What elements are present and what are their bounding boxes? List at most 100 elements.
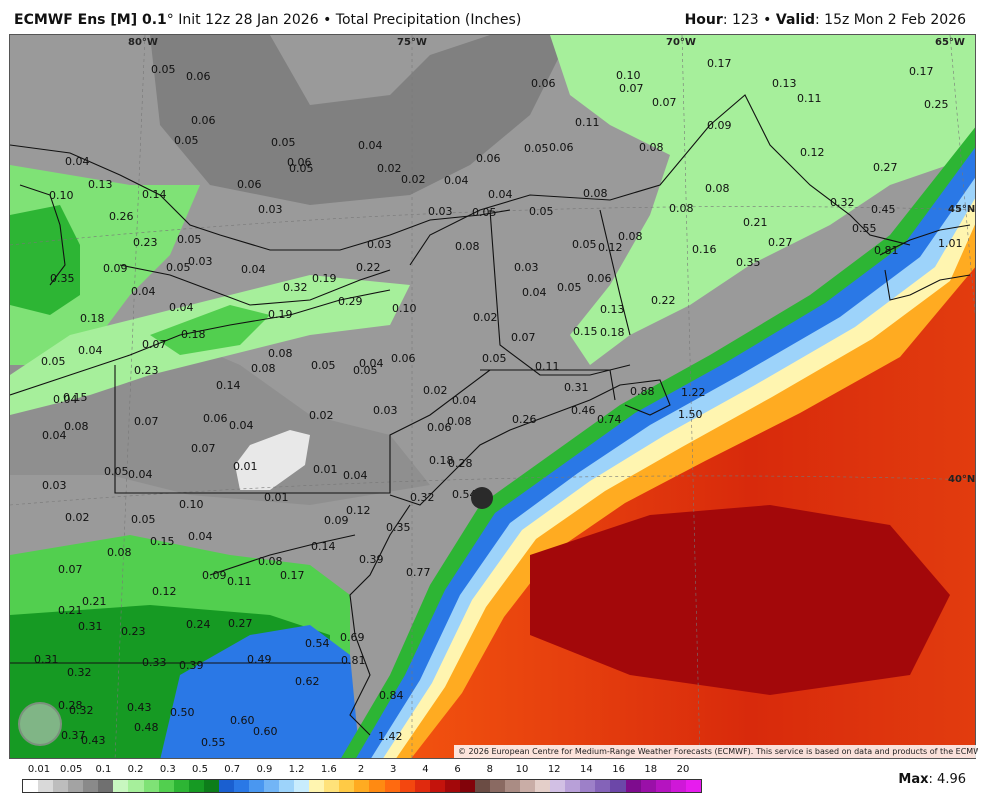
legend-color-swatch — [640, 780, 656, 792]
precip-value-label: 0.10 — [49, 189, 74, 202]
precip-value-label: 0.27 — [873, 161, 898, 174]
legend-color-swatch — [399, 780, 415, 792]
legend-tick-label: 1.2 — [288, 764, 305, 775]
precip-value-label: 0.04 — [343, 469, 368, 482]
precip-value-label: 0.84 — [379, 689, 404, 702]
lat-40n-label: 40°N — [948, 474, 975, 485]
legend-color-swatch — [384, 780, 400, 792]
precip-value-label: 0.32 — [830, 196, 855, 209]
legend-color-swatch — [264, 780, 280, 792]
precip-value-label: 0.43 — [81, 734, 106, 747]
precip-value-label: 0.46 — [571, 404, 596, 417]
precip-value-label: 0.05 — [166, 261, 191, 274]
precip-value-label: 0.14 — [142, 188, 167, 201]
coastlines-and-borders — [10, 94, 971, 736]
precip-value-label: 0.16 — [692, 243, 717, 256]
precip-value-label: 0.33 — [142, 656, 167, 669]
dot-marker-icon[interactable] — [471, 487, 493, 509]
precip-value-label: 0.35 — [736, 256, 761, 269]
header: ECMWF Ens [M] 0.1° Init 12z 28 Jan 2026 … — [0, 0, 984, 34]
precip-value-label: 0.12 — [800, 146, 825, 159]
precip-value-label: 0.21 — [743, 216, 768, 229]
precip-value-label: 0.43 — [127, 701, 152, 714]
precip-value-label: 0.09 — [202, 569, 227, 582]
legend-tick-label: 8 — [486, 764, 493, 775]
precip-value-label: 0.39 — [179, 659, 204, 672]
legend-color-swatch — [429, 780, 445, 792]
precip-value-label: 0.13 — [600, 303, 625, 316]
hour-label: Hour — [684, 12, 723, 28]
precip-value-label: 0.06 — [391, 352, 416, 365]
precip-value-label: 0.39 — [359, 553, 384, 566]
precip-value-label: 0.08 — [251, 362, 276, 375]
precip-value-label: 0.32 — [410, 491, 435, 504]
precip-value-label: 0.03 — [373, 404, 398, 417]
precip-value-label: 0.08 — [447, 415, 472, 428]
precip-value-label: 0.18 — [80, 312, 105, 325]
legend-tick-label: 4 — [422, 764, 429, 775]
precip-value-label: 0.81 — [341, 654, 366, 667]
precip-value-label: 0.01 — [313, 463, 338, 476]
precip-value-label: 0.11 — [575, 116, 600, 129]
legend-tick-label: 18 — [644, 764, 658, 775]
precip-value-label: 0.05 — [353, 364, 378, 377]
legend-color-swatch — [489, 780, 505, 792]
precip-value-label: 0.04 — [358, 139, 383, 152]
precip-value-label: 0.55 — [852, 222, 877, 235]
darker-gray-area — [150, 35, 570, 205]
precip-value-label: 0.05 — [524, 142, 549, 155]
precip-value-label: 0.31 — [34, 653, 59, 666]
valid-value: : 15z Mon 2 Feb 2026 — [815, 12, 966, 28]
legend-color-bar — [22, 779, 702, 793]
lon-80w-label: 80°W — [128, 37, 158, 48]
precip-value-label: 0.32 — [283, 281, 308, 294]
green-area-west-core — [10, 205, 80, 315]
precip-value-label: 0.18 — [181, 328, 206, 341]
precip-value-label: 0.03 — [428, 205, 453, 218]
legend-color-swatch — [535, 780, 551, 792]
precipitation-map[interactable]: 80°W 75°W 70°W 65°W 45°N 40°N 0.05 0.06 0.… — [9, 34, 976, 759]
legend-color-swatch — [670, 780, 686, 792]
legend-color-swatch — [218, 780, 234, 792]
precip-value-label: 0.32 — [67, 666, 92, 679]
title-bullet: • — [323, 12, 332, 28]
legend-tick-label: 14 — [580, 764, 593, 775]
precip-value-label: 0.05 — [177, 233, 202, 246]
precip-value-label: 0.02 — [65, 511, 90, 524]
precip-value-label: 1.42 — [378, 730, 403, 743]
precip-value-label: 0.05 — [104, 465, 129, 478]
degree-symbol: ° — [166, 12, 174, 28]
legend-color-swatch — [324, 780, 340, 792]
map-title: ECMWF Ens [M] 0.1° Init 12z 28 Jan 2026 … — [14, 12, 521, 28]
precip-value-label: 0.03 — [188, 255, 213, 268]
max-label: Max — [898, 772, 929, 787]
legend-color-swatch — [655, 780, 671, 792]
precip-value-label: 0.14 — [216, 379, 241, 392]
precip-value-label: 0.31 — [78, 620, 103, 633]
precip-value-label: 0.06 — [191, 114, 216, 127]
precip-value-label: 0.05 — [289, 162, 314, 175]
precip-value-label: 0.02 — [309, 409, 334, 422]
legend-color-swatch — [520, 780, 536, 792]
precip-value-label: 0.02 — [401, 173, 426, 186]
precip-value-label: 0.05 — [572, 238, 597, 251]
legend-color-swatch — [233, 780, 249, 792]
precip-value-label: 0.10 — [392, 302, 417, 315]
precip-value-label: 0.02 — [423, 384, 448, 397]
precip-value-label: 0.74 — [597, 413, 622, 426]
precip-value-label: 0.15 — [150, 535, 175, 548]
precip-value-label: 0.60 — [253, 725, 278, 738]
legend-color-swatch — [128, 780, 144, 792]
legend-tick-label: 16 — [612, 764, 625, 775]
legend-color-swatch — [188, 780, 204, 792]
legend-color-swatch — [414, 780, 430, 792]
precip-value-label: 0.05 — [131, 513, 156, 526]
legend-color-swatch — [248, 780, 264, 792]
precip-value-label: 0.08 — [639, 141, 664, 154]
lon-70w-label: 70°W — [666, 37, 696, 48]
precip-value-label: 0.05 — [41, 355, 66, 368]
precip-value-label: 0.81 — [874, 244, 899, 257]
legend-color-swatch — [173, 780, 189, 792]
legend-color-swatch — [625, 780, 641, 792]
legend-color-swatch — [83, 780, 99, 792]
